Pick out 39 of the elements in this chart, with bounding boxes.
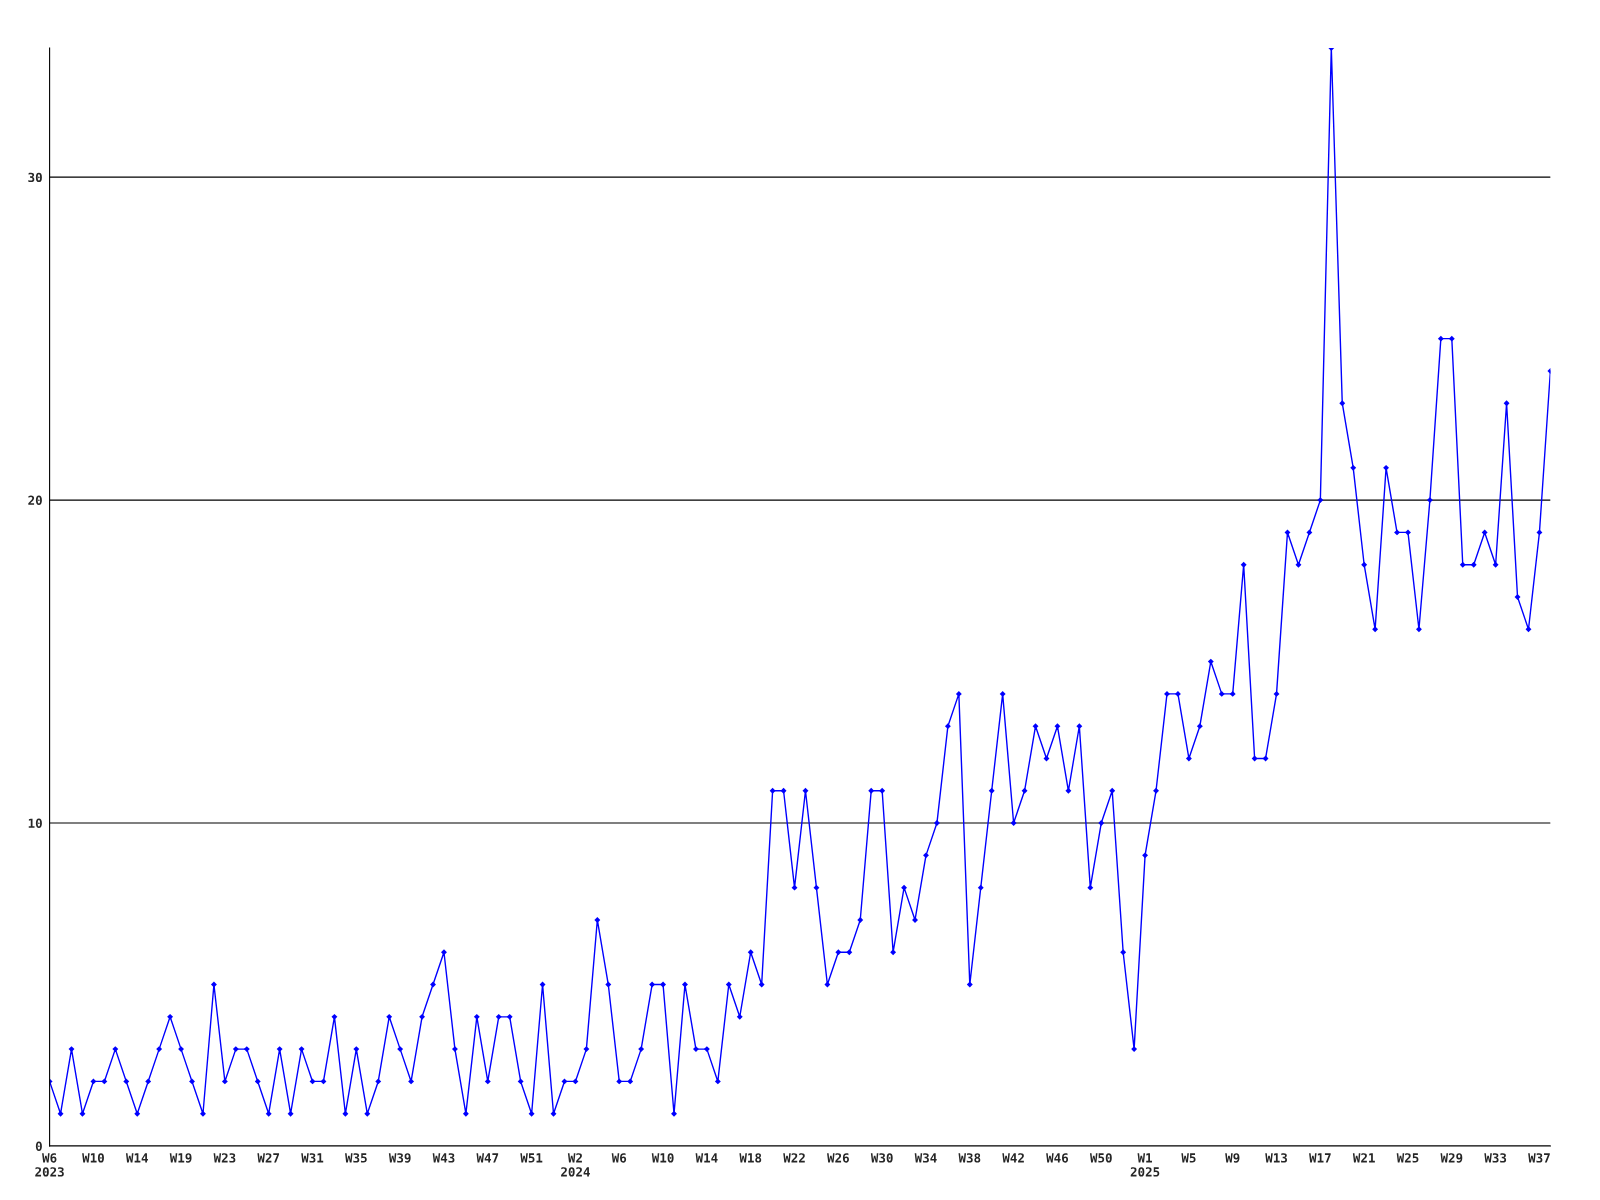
x-tick-label: W29 bbox=[1440, 1153, 1463, 1163]
x-tick-label: W39 bbox=[388, 1153, 411, 1163]
x-tick-label: W25 bbox=[1396, 1153, 1419, 1163]
x-tick-label: W10 bbox=[82, 1153, 104, 1163]
x-tick-label: W46 bbox=[1046, 1153, 1069, 1163]
x-tick-label: W10 bbox=[651, 1153, 674, 1163]
y-tick-label: 0 bbox=[35, 1141, 42, 1151]
x-tick-label: W30 bbox=[870, 1153, 893, 1163]
x-tick-label: W43 bbox=[432, 1153, 455, 1163]
x-tick-label: W14 bbox=[695, 1153, 718, 1163]
x-tick-label: W22 bbox=[783, 1153, 805, 1163]
x-tick-label: W31 bbox=[301, 1153, 324, 1163]
x-tick-label: W19 bbox=[169, 1153, 192, 1163]
x-tick-label: W42 bbox=[1002, 1153, 1024, 1163]
y-tick-label: 30 bbox=[28, 172, 42, 183]
x-tick-label: W27 bbox=[257, 1153, 280, 1163]
x-tick-label: W6 bbox=[611, 1153, 627, 1163]
x-tick-label: W13 bbox=[1265, 1153, 1288, 1163]
x-tick-label: W5 bbox=[1181, 1153, 1196, 1163]
y-tick-label: 10 bbox=[28, 818, 42, 828]
x-tick-label: W14 bbox=[125, 1153, 148, 1163]
x-tick-label: W47 bbox=[476, 1153, 499, 1163]
x-tick-label: W17 bbox=[1309, 1153, 1331, 1163]
x-tick-label: W26 bbox=[827, 1153, 849, 1163]
x-tick-label: W37 bbox=[1528, 1153, 1550, 1163]
x-tick-label: W2 2024 bbox=[561, 1153, 590, 1177]
x-tick-label: W34 bbox=[914, 1153, 937, 1163]
x-tick-label: W50 bbox=[1089, 1153, 1112, 1163]
y-tick-label: 20 bbox=[28, 495, 42, 506]
x-tick-label: W33 bbox=[1484, 1153, 1507, 1163]
x-tick-label: W6 2023 bbox=[35, 1153, 64, 1177]
x-tick-label: W9 bbox=[1225, 1153, 1240, 1163]
x-tick-label: W51 bbox=[520, 1153, 543, 1163]
x-tick-label: W21 bbox=[1352, 1153, 1375, 1163]
x-tick-label: W38 bbox=[958, 1153, 981, 1163]
x-tick-label: W18 bbox=[739, 1153, 762, 1163]
x-tick-label: W1 2025 bbox=[1130, 1153, 1160, 1177]
x-tick-label: W35 bbox=[345, 1153, 367, 1163]
x-tick-label: W23 bbox=[213, 1153, 236, 1163]
